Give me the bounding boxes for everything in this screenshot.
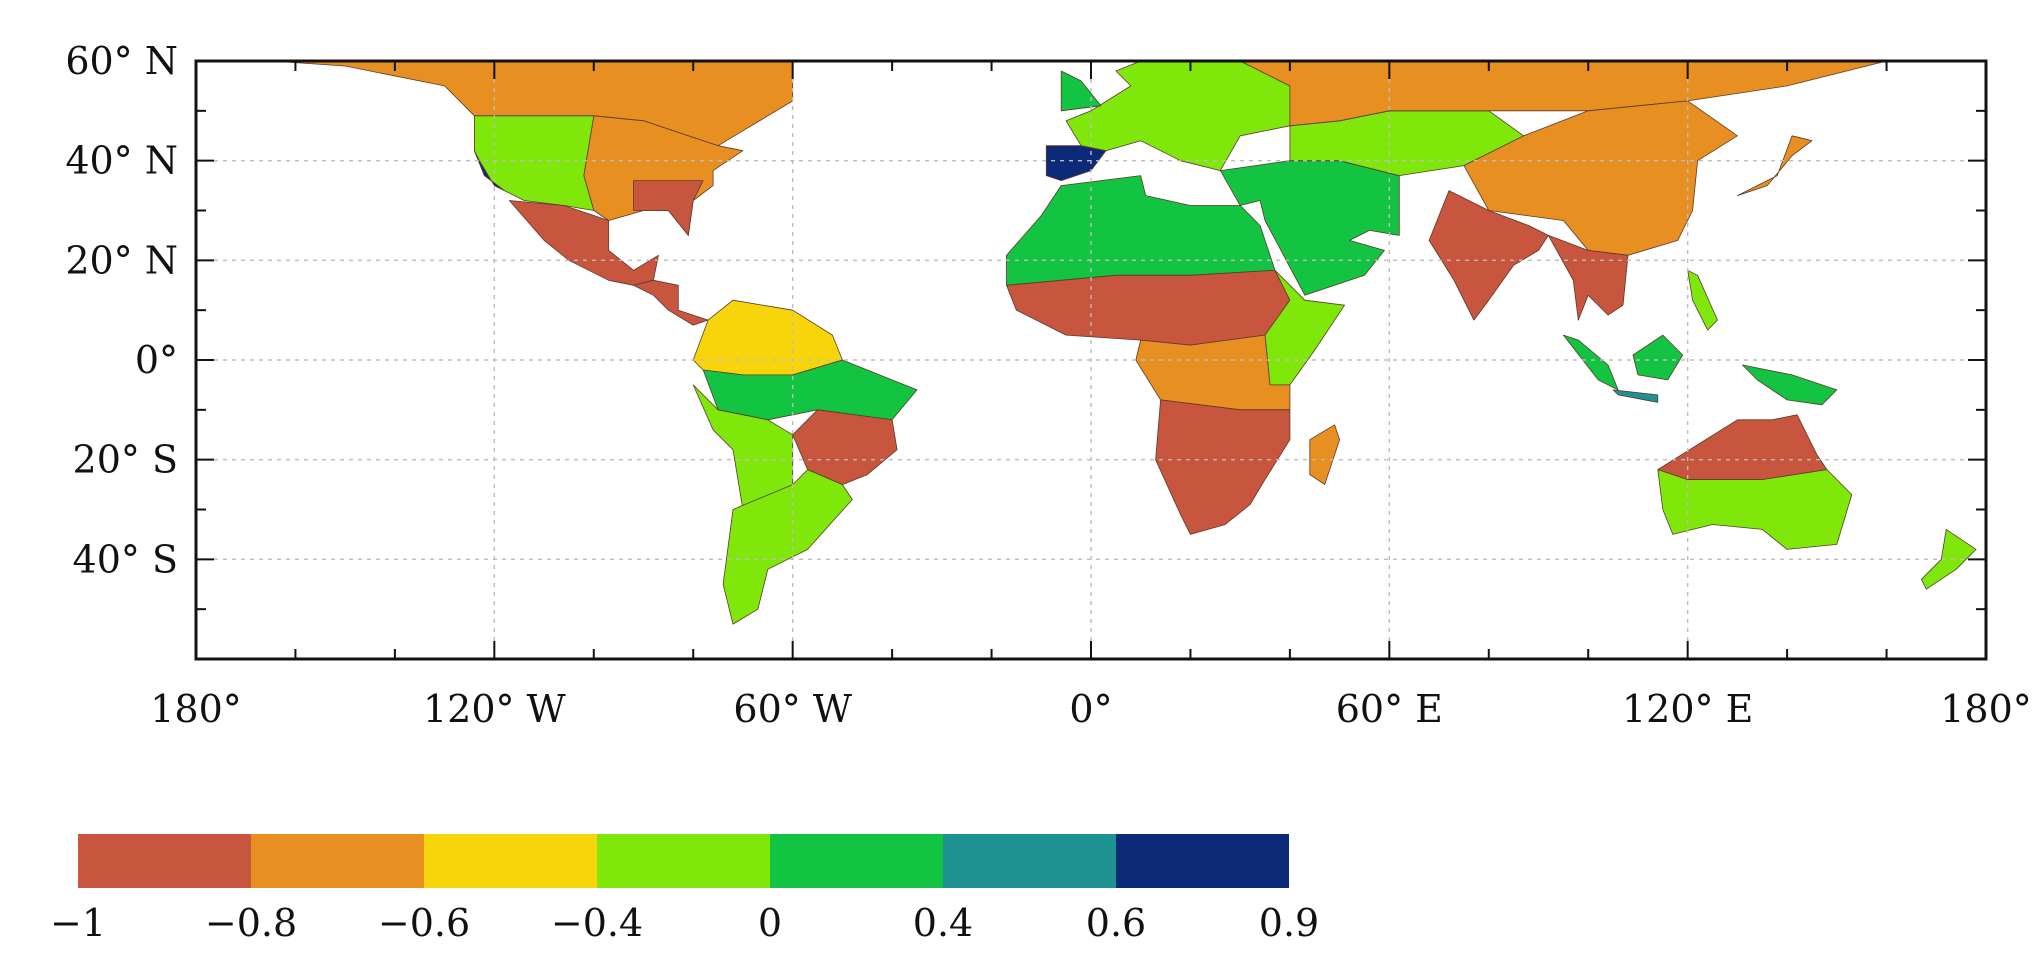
region-sahel	[1006, 269, 1291, 346]
region-brazil-central	[792, 409, 898, 486]
colorbar-label: 0	[758, 901, 782, 945]
region-new-zealand	[1921, 529, 1977, 590]
y-tick-label: 20° N	[65, 238, 178, 282]
x-tick-label: 60° E	[1336, 687, 1443, 731]
axis-ticks	[195, 60, 1987, 660]
region-sumatra	[1563, 334, 1619, 391]
colorbar-label: −0.6	[378, 901, 470, 945]
region-south-america-south	[722, 469, 853, 625]
region-south-america-north	[692, 299, 843, 376]
y-tick-label: 40° S	[73, 537, 178, 581]
region-australia-south	[1657, 469, 1853, 550]
y-tick-label: 0°	[135, 338, 178, 382]
colorbar: −1 −0.8 −0.6 −0.4 0 0.4 0.6 0.9	[50, 834, 1319, 945]
colorbar-swatch	[770, 834, 943, 888]
region-borneo	[1632, 334, 1684, 381]
x-tick-label: 60° W	[733, 687, 852, 731]
y-tick-label: 20° S	[73, 438, 178, 482]
x-tick-label: 180°	[150, 687, 242, 731]
colorbar-swatch	[424, 834, 597, 888]
colorbar-label: 0.4	[913, 901, 973, 945]
colorbar-swatch	[597, 834, 770, 888]
y-tick-label: 60° N	[65, 39, 178, 83]
x-tick-label: 180°	[1940, 687, 2032, 731]
x-tick-labels: 180° 120° W 60° W 0° 60° E 120° E 180°	[150, 687, 2032, 731]
region-iberia	[1045, 145, 1107, 182]
region-usa-southeast	[633, 180, 704, 236]
y-tick-label: 40° N	[65, 139, 178, 183]
region-madagascar	[1309, 424, 1340, 486]
region-southern-africa	[1155, 399, 1291, 535]
x-tick-label: 120° W	[423, 687, 566, 731]
region-india	[1428, 190, 1549, 321]
x-tick-label: 0°	[1069, 687, 1112, 731]
region-southeast-asia	[1548, 234, 1629, 321]
region-australia-north	[1657, 414, 1828, 481]
y-tick-labels: 60° N 40° N 20° N 0° 20° S 40° S	[65, 39, 178, 581]
colorbar-label: 0.6	[1086, 901, 1146, 945]
region-philippines	[1687, 269, 1718, 331]
colorbar-swatch	[1116, 834, 1289, 888]
colorbar-swatch	[943, 834, 1116, 888]
colorbar-swatch	[78, 834, 251, 888]
region-central-africa	[1135, 334, 1291, 411]
colorbar-label: −0.4	[551, 901, 643, 945]
region-siberia	[1239, 60, 1887, 127]
region-usa-west	[473, 115, 595, 211]
region-java	[1612, 389, 1659, 403]
graticule-grid	[196, 61, 1986, 659]
colorbar-swatch	[251, 834, 424, 888]
region-china	[1463, 100, 1738, 256]
colorbar-label: −0.8	[205, 901, 297, 945]
region-new-guinea	[1742, 364, 1838, 406]
land-regions	[270, 60, 1977, 625]
colorbar-label: −1	[50, 901, 106, 945]
region-central-america	[633, 279, 709, 326]
region-japan	[1737, 135, 1813, 197]
colorbar-label: 0.9	[1259, 901, 1319, 945]
x-tick-label: 120° E	[1622, 687, 1753, 731]
region-britain	[1060, 70, 1102, 112]
region-mexico	[508, 200, 659, 286]
region-california-coast	[473, 150, 505, 192]
